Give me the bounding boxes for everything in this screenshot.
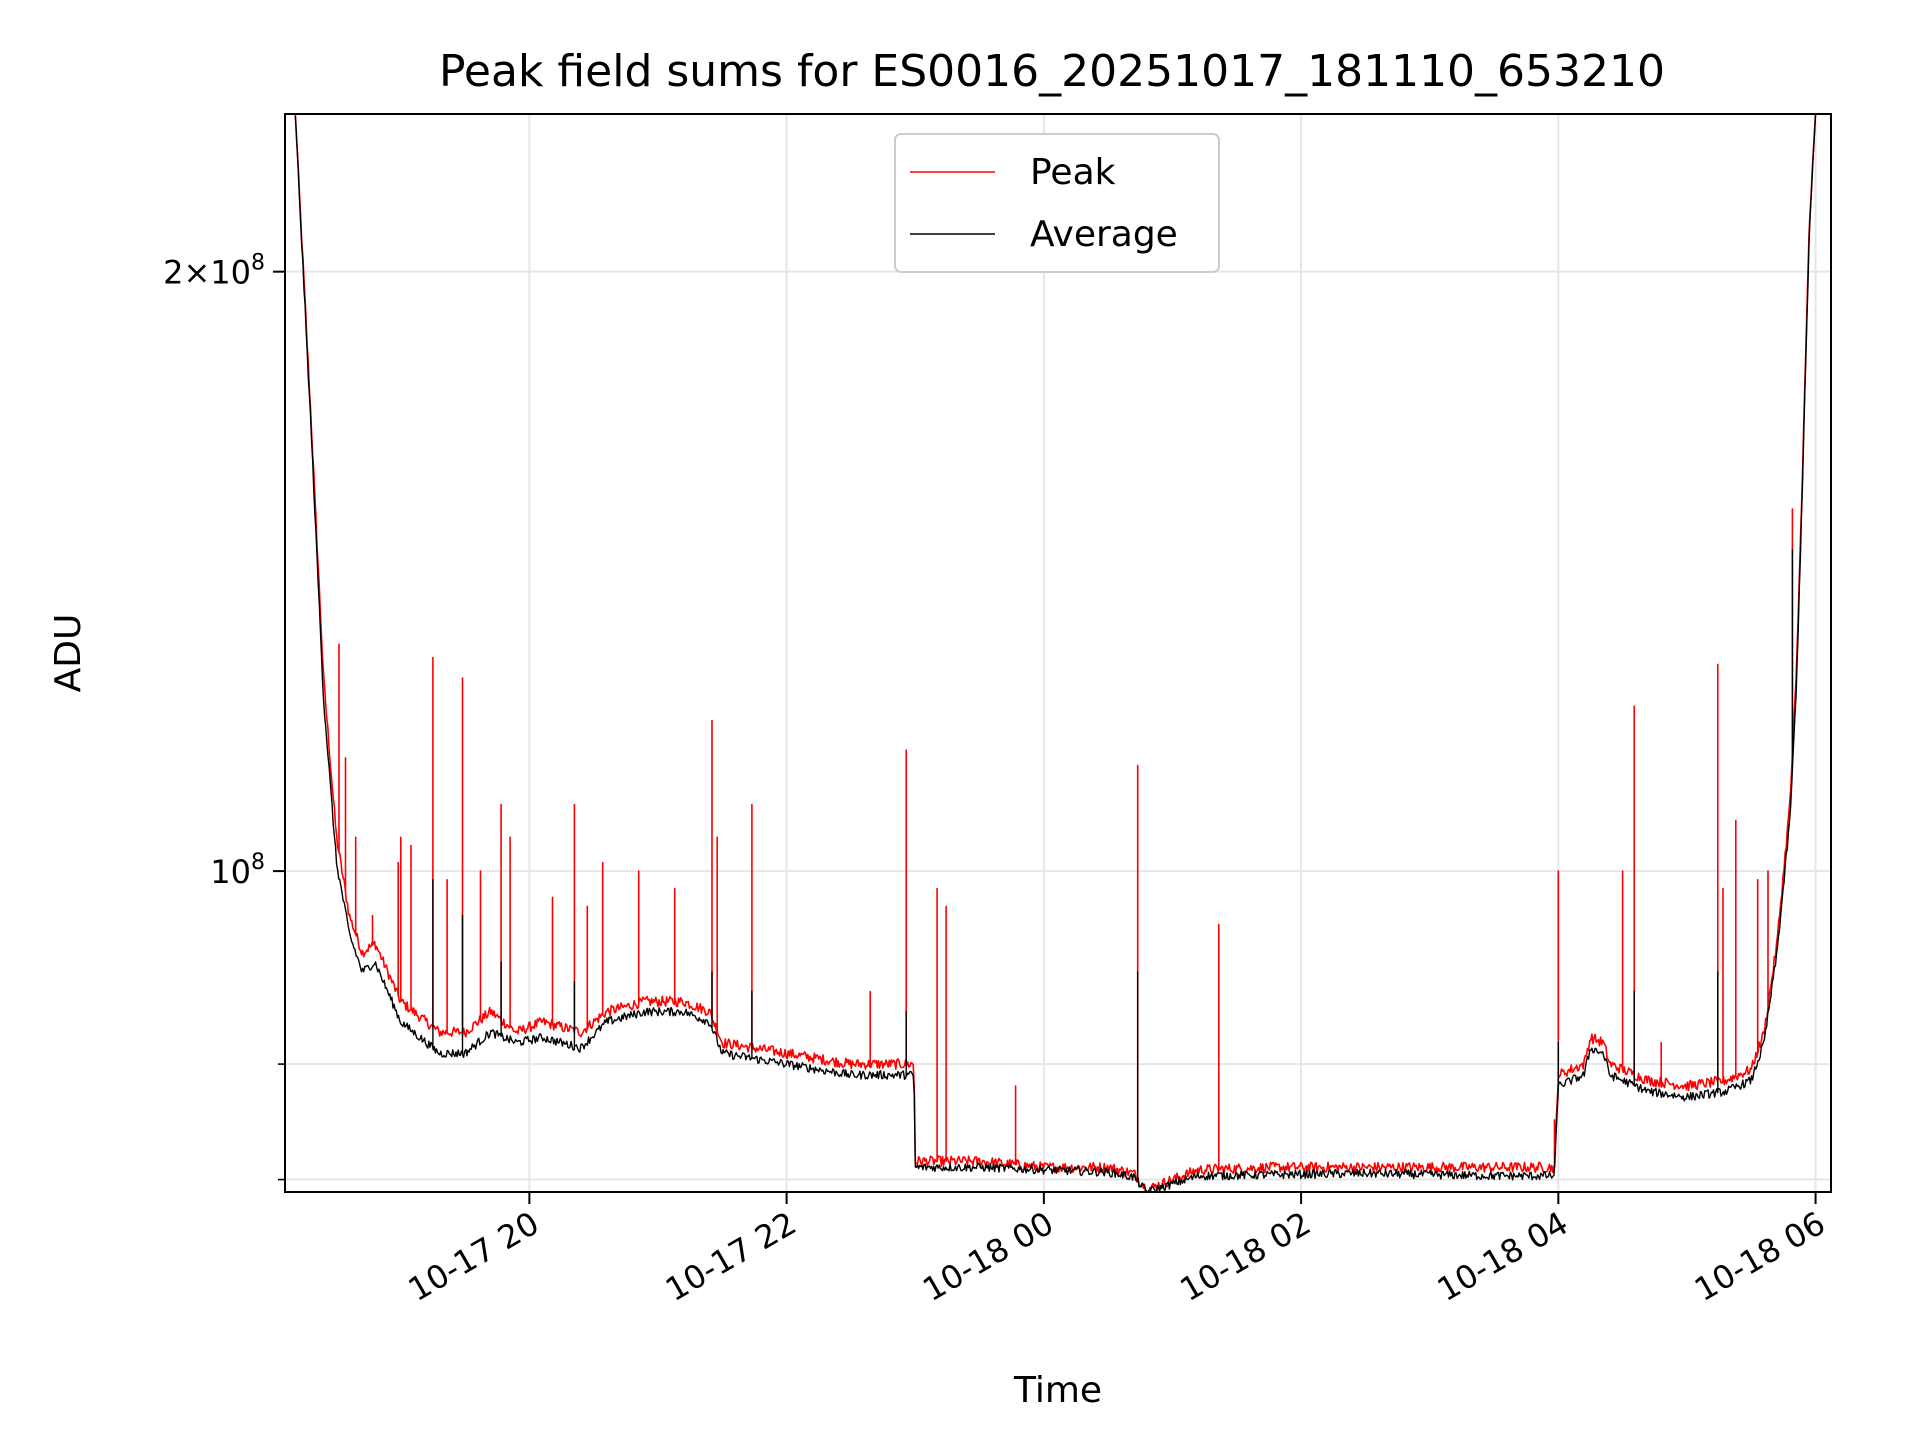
y-tick-exponent: 8 bbox=[251, 850, 265, 875]
series-line-average bbox=[294, 114, 1817, 1192]
grid bbox=[285, 114, 1831, 1192]
series-line-peak bbox=[294, 114, 1817, 1192]
legend: Peak Average bbox=[894, 133, 1220, 273]
y-tick-base: 10 bbox=[210, 853, 251, 891]
legend-average-label: Average bbox=[1030, 214, 1178, 255]
plot-frame bbox=[284, 113, 1832, 1193]
y-tick-label: 108 bbox=[210, 850, 265, 891]
y-tick-label: 2×108 bbox=[163, 251, 265, 292]
y-axis-title: ADU bbox=[48, 614, 89, 693]
y-tick-mantissa: 2× bbox=[163, 254, 210, 292]
legend-peak-label: Peak bbox=[1030, 152, 1116, 193]
x-axis-title: Time bbox=[1013, 1370, 1102, 1411]
y-tick-exponent: 8 bbox=[251, 251, 265, 276]
series-layer bbox=[294, 114, 1817, 1192]
legend-box bbox=[894, 133, 1220, 273]
chart-title: Peak field sums for ES0016_20251017_1811… bbox=[439, 46, 1665, 97]
y-tick-base: 10 bbox=[210, 254, 251, 292]
